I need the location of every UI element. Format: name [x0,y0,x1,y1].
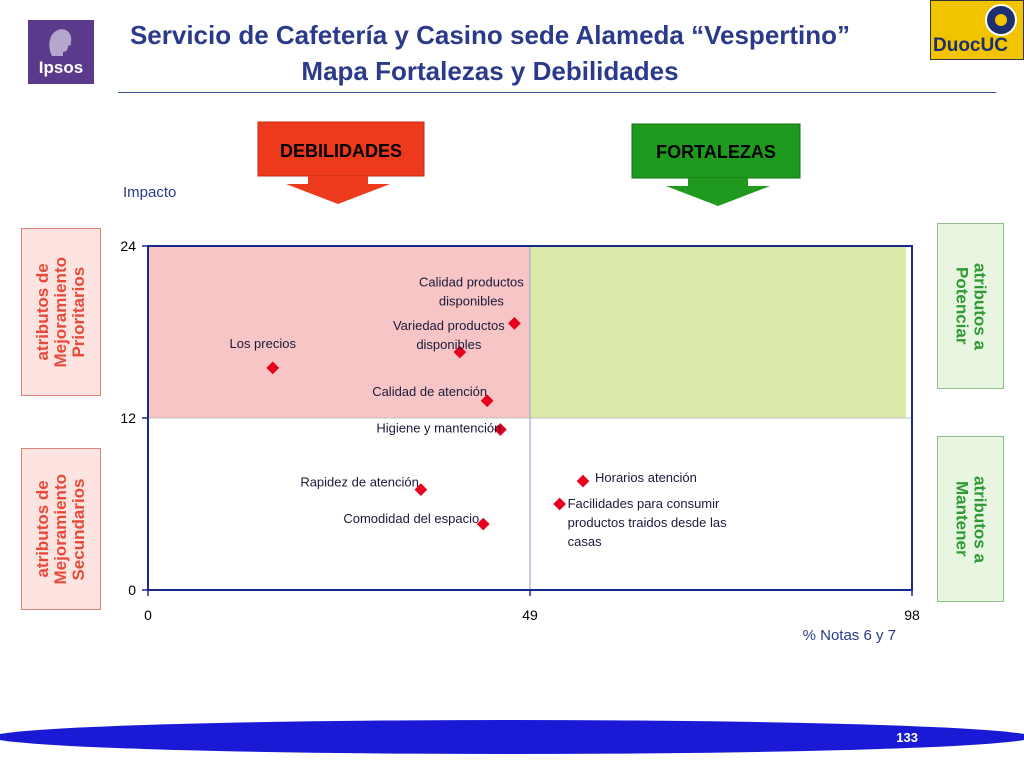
duocuc-logo-text: DuocUC [933,35,1008,56]
data-point [494,423,507,436]
ipsos-head-icon [49,29,72,56]
fortalezas-banner-box [631,123,801,179]
x-tick-label: 0 [144,607,152,623]
data-point-label-line: casas [568,534,602,549]
x-tick-label: 49 [522,607,538,623]
label-mantener-text: atributos a Mantener [952,475,990,563]
debilidades-banner: DEBILIDADES [257,121,425,204]
page-subtitle: Mapa Fortalezas y Debilidades [301,56,679,86]
data-point [414,483,428,497]
footer-ellipse [0,720,1024,754]
data-point-label-line: Calidad productos [419,274,524,289]
quadrant-weakness [148,246,530,418]
data-point-label-line: disponibles [416,337,482,352]
duocuc-seal-icon [985,4,1017,36]
data-point-label: Comodidad del espacio [343,511,479,526]
data-point-label: Horarios atención [595,470,697,485]
footer-band [0,720,1024,754]
data-point-label: Calidad productos disponibles [419,274,524,308]
data-point-label-line: Variedad productos [393,318,505,333]
quadrant-strength [530,246,906,418]
data-point [553,497,566,511]
label-potenciar-text: atributos a Potenciar [952,262,990,350]
page-number: 133 [896,730,918,745]
data-point-label-line: disponibles [439,293,505,308]
data-point [576,474,590,488]
debilidades-label: DEBILIDADES [280,141,402,161]
x-tick-label: 98 [904,607,920,623]
data-point-label-line: Comodidad del espacio [343,511,479,526]
page-title: Servicio de Cafetería y Casino sede Alam… [129,20,851,50]
debilidades-arrow-icon [286,176,390,204]
fortalezas-banner: FORTALEZAS [631,123,801,206]
y-tick-label: 12 [120,410,136,426]
data-point-label-line: Horarios atención [595,470,697,485]
label-mantener: atributos a Mantener [937,436,1004,602]
data-point [508,317,521,330]
data-point-label-line: productos traidos desde las [568,515,727,530]
label-potenciar: atributos a Potenciar [937,223,1004,389]
data-point [453,345,467,359]
y-tick-label: 24 [120,238,136,254]
duocuc-logo: DuocUC [930,0,1024,60]
data-point [480,394,494,408]
data-point-label-line: Los precios [229,336,296,351]
data-point-label-line: Rapidez de atención [300,475,419,490]
fortalezas-arrow-icon [666,178,770,206]
fortalezas-label: FORTALEZAS [656,142,776,162]
data-point-label: Los precios [229,336,296,351]
data-point-label-line: Calidad de atención [372,384,487,399]
y-tick-label: 0 [128,582,136,598]
data-point-label-line: Higiene y mantención [376,420,501,435]
ipsos-logo: Ipsos [28,20,94,84]
label-mejoramiento-secundarios: atributos de Mejoramiento Secundarios [21,448,101,610]
y-axis-label: Impacto [123,184,176,201]
data-point-label: Variedad productos disponibles [393,318,505,352]
chart-canvas: 0 12 24 0 49 98 Impacto % Notas 6 y 7 Los precio… [120,184,920,644]
data-point-label-line: Facilidades para consumir [568,496,720,511]
data-point-label: Facilidades para consumir productos traid… [568,496,727,549]
data-point-label: Calidad de atención [372,384,487,399]
data-point-label: Rapidez de atención [300,475,419,490]
data-point-label: Higiene y mantención [376,420,501,435]
x-axis-label: % Notas 6 y 7 [803,627,896,644]
ipsos-logo-text: Ipsos [38,58,84,77]
title-divider [118,92,996,93]
label-mejoramiento-prioritarios: atributos de Mejoramiento Prioritarios [21,228,101,396]
data-point [266,361,280,375]
